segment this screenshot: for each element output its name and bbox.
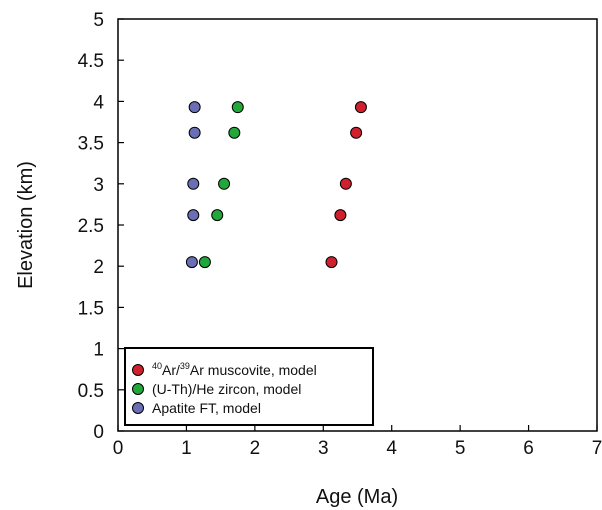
data-point-apatite <box>185 256 198 269</box>
y-axis-ticks: 0 0.5 1 1.5 2 2.5 3 3.5 4 4.5 5 <box>78 10 124 443</box>
data-point-zircon <box>218 177 231 190</box>
y-tick-label: 1 <box>93 340 104 361</box>
data-points <box>185 101 367 269</box>
x-tick-label: 3 <box>318 438 329 459</box>
legend-box <box>124 347 374 426</box>
y-axis-title: Elevation (km) <box>15 161 37 289</box>
y-tick-label: 5 <box>93 10 104 31</box>
x-tick-label: 1 <box>181 438 192 459</box>
data-point-muscovite <box>334 209 347 222</box>
y-tick-label: 0 <box>93 422 104 443</box>
legend-marker-apatite <box>132 402 144 414</box>
y-tick-label: 0.5 <box>78 381 104 402</box>
legend-text-muscovite: Ar muscovite, model <box>190 362 317 378</box>
x-tick-label: 6 <box>523 438 534 459</box>
data-point-zircon <box>231 101 244 114</box>
x-axis-ticks: 0 1 2 3 4 5 6 7 <box>113 425 602 459</box>
y-tick-label: 3.5 <box>78 134 104 155</box>
legend: 40Ar/39Ar muscovite, model (U-Th)/He zir… <box>124 347 374 426</box>
y-tick-label: 4 <box>93 92 104 113</box>
data-point-apatite <box>188 101 201 114</box>
y-tick-label: 2.5 <box>78 216 104 237</box>
legend-marker-muscovite <box>132 364 144 376</box>
x-axis-title: Age (Ma) <box>316 486 398 508</box>
data-point-apatite <box>187 177 200 190</box>
x-tick-label: 5 <box>455 438 466 459</box>
legend-sup-40: 40 <box>152 361 162 371</box>
data-point-zircon <box>211 209 224 222</box>
data-point-muscovite <box>350 126 363 139</box>
data-point-apatite <box>187 209 200 222</box>
legend-label-apatite: Apatite FT, model <box>152 400 261 416</box>
legend-sup-39: 39 <box>180 361 190 371</box>
data-point-apatite <box>188 126 201 139</box>
y-tick-label: 4.5 <box>78 51 104 72</box>
legend-label-zircon: (U-Th)/He zircon, model <box>152 381 301 397</box>
data-point-zircon <box>198 256 211 269</box>
y-tick-label: 1.5 <box>78 298 104 319</box>
y-tick-label: 2 <box>93 257 104 278</box>
x-tick-label: 4 <box>386 438 397 459</box>
legend-text-ar: Ar/ <box>162 362 180 378</box>
data-point-muscovite <box>339 177 352 190</box>
legend-marker-zircon <box>132 383 144 395</box>
x-tick-label: 0 <box>113 438 124 459</box>
x-tick-label: 7 <box>592 438 602 459</box>
data-point-muscovite <box>325 256 338 269</box>
x-tick-label: 2 <box>250 438 261 459</box>
data-point-muscovite <box>354 101 367 114</box>
data-point-zircon <box>228 126 241 139</box>
legend-label-muscovite: 40Ar/39Ar muscovite, model <box>152 361 317 378</box>
y-tick-label: 3 <box>93 175 104 196</box>
